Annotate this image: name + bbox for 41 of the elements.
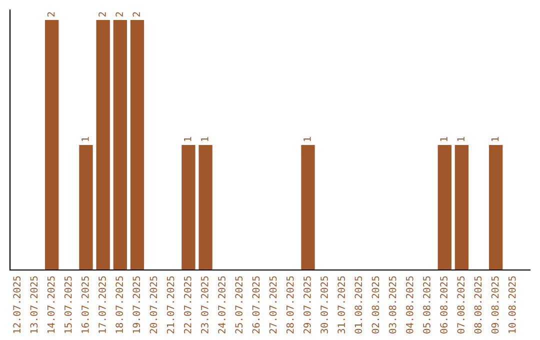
- data-label: 1: [184, 137, 192, 142]
- data-label: 2: [47, 12, 55, 16]
- x-tick-label: 26.07.2025: [252, 276, 260, 334]
- data-label: 1: [201, 137, 208, 142]
- x-tick-label: 27.07.2025: [269, 276, 277, 334]
- x-tick-label: 17.07.2025: [98, 276, 106, 333]
- x-tick-label: 03.08.2025: [388, 276, 396, 334]
- x-tick-label: 18.07.2025: [116, 276, 123, 333]
- x-tick-label: 10.08.2025: [508, 276, 516, 333]
- x-tick-label: 12.07.2025: [13, 276, 21, 333]
- x-tick-label: 07.08.2025: [457, 276, 465, 334]
- data-label: 2: [116, 12, 123, 16]
- data-label: 1: [440, 137, 448, 142]
- x-tick-label: 22.07.2025: [184, 276, 192, 334]
- data-label: 1: [491, 137, 499, 142]
- data-label: 2: [98, 12, 106, 16]
- x-tick-label: 30.07.2025: [320, 276, 328, 334]
- x-tick-label: 21.07.2025: [166, 276, 174, 334]
- x-tick-label: 15.07.2025: [64, 276, 72, 333]
- x-tick-label: 20.07.2025: [150, 276, 158, 334]
- x-tick-label: 23.07.2025: [201, 276, 208, 334]
- x-tick-label: 09.08.2025: [491, 276, 499, 334]
- x-tick-label: 02.08.2025: [372, 276, 380, 334]
- x-tick-label: 13.07.2025: [30, 276, 38, 333]
- x-tick-label: 24.07.2025: [218, 276, 226, 334]
- x-tick-label: 01.08.2025: [354, 276, 362, 334]
- data-label: 2: [132, 12, 140, 16]
- x-tick-label: 25.07.2025: [235, 276, 243, 334]
- x-tick-label: 08.08.2025: [474, 276, 482, 334]
- x-tick-label: 06.08.2025: [440, 276, 448, 334]
- x-tick-label: 29.07.2025: [303, 276, 311, 334]
- x-tick-label: 28.07.2025: [286, 276, 294, 334]
- x-tick-label: 16.07.2025: [81, 276, 89, 333]
- x-tick-label: 05.08.2025: [423, 276, 430, 334]
- data-label: 1: [457, 137, 464, 142]
- x-tick-label: 04.08.2025: [406, 276, 414, 334]
- data-label: 1: [82, 137, 89, 142]
- x-tick-label: 19.07.2025: [132, 276, 140, 333]
- data-label: 1: [304, 137, 311, 142]
- x-tick-label: 14.07.2025: [47, 276, 55, 333]
- x-tick-label: 31.07.2025: [338, 276, 345, 334]
